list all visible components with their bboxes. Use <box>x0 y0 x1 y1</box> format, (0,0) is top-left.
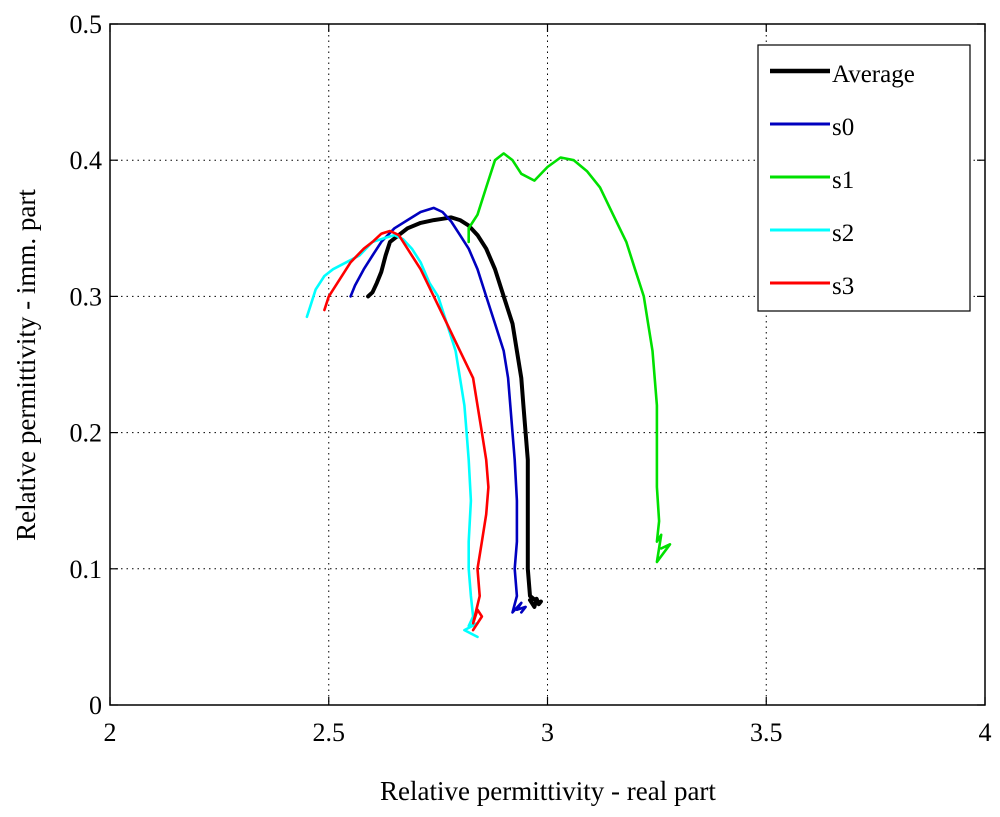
x-tick-label: 3.5 <box>750 718 783 747</box>
y-tick-label: 0.3 <box>70 282 103 311</box>
legend-label-s3: s3 <box>832 273 854 300</box>
y-tick-label: 0.5 <box>70 10 103 39</box>
y-tick-label: 0.2 <box>70 419 103 448</box>
x-tick-label: 2.5 <box>313 718 346 747</box>
series-line-s0 <box>349 206 527 614</box>
grid-lines <box>110 24 985 705</box>
y-tick-label: 0.4 <box>70 146 103 175</box>
legend-label-s1: s1 <box>832 167 854 194</box>
legend: Average s0 s1 s2 s3 <box>757 44 971 312</box>
axis-ticks: 2 2.5 3 3.5 4 0 0.1 0.2 0.3 0.4 0.5 <box>70 10 992 747</box>
x-tick-label: 4 <box>979 718 992 747</box>
series-line-s2 <box>305 233 479 639</box>
series-line-average <box>366 215 543 609</box>
data-series <box>305 152 672 639</box>
y-tick-label: 0.1 <box>70 555 103 584</box>
legend-label-s2: s2 <box>832 220 854 247</box>
series-line-s1 <box>467 152 672 564</box>
series-line-s3 <box>323 229 490 632</box>
y-tick-label: 0 <box>89 691 102 720</box>
x-tick-label: 3 <box>541 718 554 747</box>
x-axis-label: Relative permittivity - real part <box>380 776 716 806</box>
legend-label-average: Average <box>832 61 915 88</box>
y-axis-label: Relative permittivity - imm. part <box>11 189 41 541</box>
x-tick-label: 2 <box>104 718 117 747</box>
legend-label-s0: s0 <box>832 114 854 141</box>
